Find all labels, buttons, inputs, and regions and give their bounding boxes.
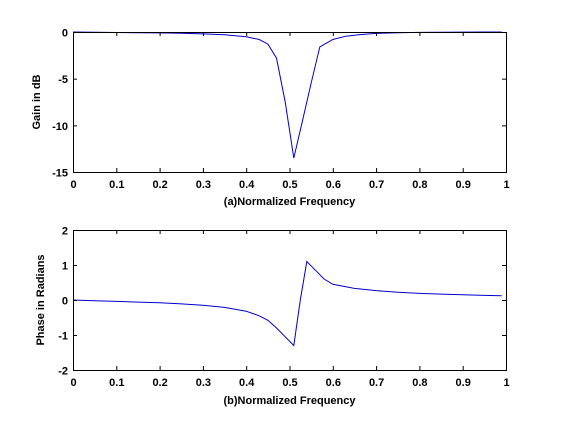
chart-a-x-tick-label: 1 <box>503 179 509 191</box>
chart-a-x-tick-label: 0.1 <box>109 179 124 191</box>
chart-a-x-tick-label: 0.7 <box>369 179 384 191</box>
chart-panel-b: 0 0.1 0.2 0.3 0.4 0.5 0.6 0.7 0.8 0.9 1 -2 -1 0 1 2 (b)N… <box>35 226 510 408</box>
chart-a-x-tick-label: 0 <box>70 179 76 191</box>
chart-a-x-tick-label: 0.9 <box>456 179 471 191</box>
chart-panel-a: 0 0.1 0.2 0.3 0.4 0.5 0.6 0.7 0.8 0.9 1 -15 -10 -5 0 (a… <box>31 28 510 209</box>
chart-b-axes-frame <box>73 230 507 371</box>
chart-a-y-tick-label: -15 <box>52 168 68 180</box>
chart-a-axes-frame <box>73 32 507 173</box>
chart-b-y-tick-label: -2 <box>58 366 68 378</box>
chart-a-y-tick-label: 0 <box>62 28 68 40</box>
chart-a-x-tick-label: 0.8 <box>412 179 427 191</box>
chart-a-x-tick-label: 0.2 <box>152 179 167 191</box>
chart-b-y-tick-label: -1 <box>58 331 68 343</box>
chart-b-x-tick-label: 0.9 <box>456 377 471 389</box>
chart-a-x-axis-label: (a)Normalized Frequency <box>224 196 356 208</box>
chart-b-x-tick-label: 0.7 <box>369 377 384 389</box>
chart-b-y-tick-label: 0 <box>62 296 68 308</box>
chart-b-x-tick-label: 0.8 <box>412 377 427 389</box>
chart-b-x-tick-label: 1 <box>503 377 509 389</box>
chart-a-y-tick-label: -5 <box>58 74 68 86</box>
chart-a-x-tick-label: 0.3 <box>196 179 211 191</box>
chart-a-x-tick-label: 0.6 <box>326 179 341 191</box>
chart-b-x-axis-label: (b)Normalized Frequency <box>223 395 356 407</box>
chart-b-y-axis-label: Phase in Radians <box>35 254 47 345</box>
chart-b-x-tick-label: 0.5 <box>282 377 297 389</box>
chart-a-y-axis-label: Gain in dB <box>31 74 43 129</box>
chart-b-y-tick-label: 2 <box>62 226 68 238</box>
chart-b-series-line-0 <box>72 260 502 347</box>
chart-b-x-tick-label: 0.1 <box>109 377 124 389</box>
chart-a-series-line-0 <box>72 31 502 159</box>
chart-a-x-tick-label: 0.5 <box>282 179 297 191</box>
chart-b-y-tick-label: 1 <box>62 261 68 273</box>
chart-a-y-tick-label: -10 <box>52 121 68 133</box>
chart-a-x-tick-label: 0.4 <box>239 179 255 191</box>
chart-b-x-tick-label: 0 <box>70 377 76 389</box>
chart-b-x-tick-label: 0.2 <box>152 377 167 389</box>
chart-b-x-tick-label: 0.6 <box>326 377 341 389</box>
chart-b-x-tick-label: 0.3 <box>196 377 211 389</box>
chart-b-x-tick-label: 0.4 <box>239 377 255 389</box>
